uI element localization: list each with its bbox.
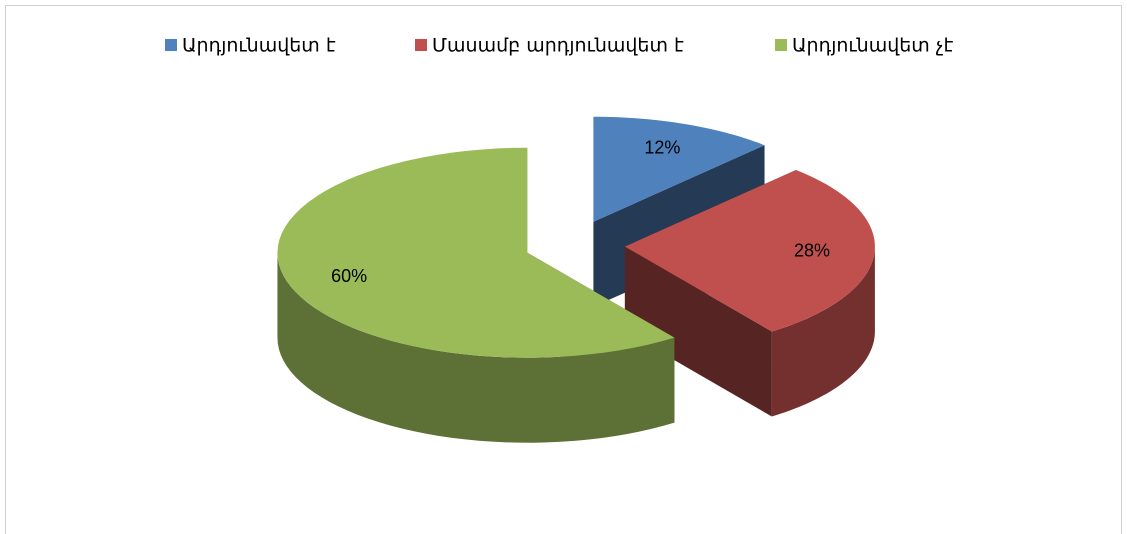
data-label: 28%	[794, 240, 830, 260]
frame	[5, 5, 1122, 534]
legend-swatch	[775, 39, 787, 51]
legend-label: Մասամբ արդյունավետ է	[432, 35, 684, 57]
legend-swatch	[415, 39, 427, 51]
legend-label: Արդյունավետ է	[182, 35, 336, 57]
data-label: 60%	[331, 266, 367, 286]
legend-label: Արդյունավետ չէ	[792, 35, 954, 57]
slice	[593, 116, 765, 222]
pie: 12% 28% 60%	[277, 116, 875, 443]
legend: Արդյունավետ է Մասամբ արդյունավետ է Արդյուն…	[165, 35, 954, 57]
legend-swatch	[165, 39, 177, 51]
slice	[624, 170, 875, 332]
slice	[277, 147, 675, 358]
slice-wall	[771, 246, 875, 417]
slice-wall	[277, 252, 675, 443]
data-label: 12%	[644, 137, 680, 157]
slice-side	[624, 246, 772, 417]
